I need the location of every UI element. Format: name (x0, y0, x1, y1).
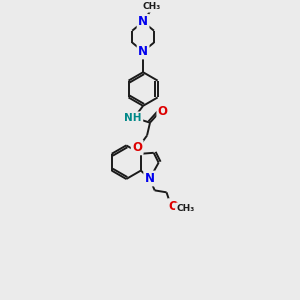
Text: CH₃: CH₃ (176, 204, 194, 213)
Text: O: O (158, 105, 168, 118)
Text: CH₃: CH₃ (143, 2, 161, 11)
Text: N: N (145, 172, 155, 185)
Text: NH: NH (124, 113, 142, 123)
Text: N: N (138, 15, 148, 28)
Text: N: N (138, 45, 148, 58)
Text: O: O (169, 200, 178, 213)
Text: O: O (132, 141, 142, 154)
